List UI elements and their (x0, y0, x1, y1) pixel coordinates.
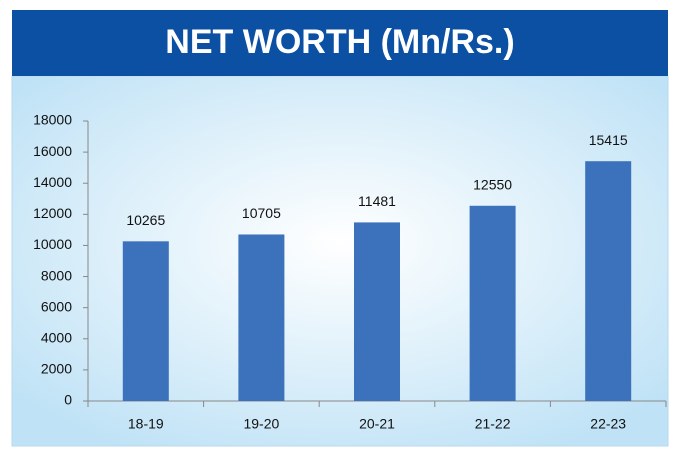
x-tick-label: 21-22 (475, 416, 511, 432)
y-tick-label: 6000 (41, 298, 72, 314)
x-tick-label: 18-19 (128, 416, 164, 432)
data-label: 11481 (358, 193, 396, 209)
data-label: 10265 (126, 212, 165, 228)
bar (585, 161, 632, 401)
y-tick-label: 10000 (33, 236, 72, 252)
y-tick-label: 4000 (41, 329, 72, 345)
bar (469, 205, 516, 401)
y-tick-label: 12000 (33, 205, 72, 221)
bar (354, 222, 400, 401)
data-label: 15415 (589, 132, 628, 148)
y-tick-label: 14000 (33, 174, 72, 190)
chart-title: NET WORTH (Mn/Rs.) (165, 23, 514, 61)
y-tick-label: 8000 (41, 267, 72, 283)
data-label: 10705 (242, 205, 281, 221)
y-tick-label: 2000 (41, 361, 72, 377)
x-tick-label: 22-23 (590, 416, 626, 432)
data-label: 12550 (473, 176, 512, 192)
bar (122, 241, 169, 401)
y-tick-label: 18000 (33, 112, 72, 128)
bar (238, 234, 285, 401)
title-banner (12, 10, 668, 76)
x-tick-label: 20-21 (359, 416, 395, 432)
y-tick-label: 16000 (33, 143, 72, 159)
y-tick-label: 0 (64, 392, 72, 408)
x-tick-label: 19-20 (243, 416, 279, 432)
plot-background (11, 75, 669, 447)
